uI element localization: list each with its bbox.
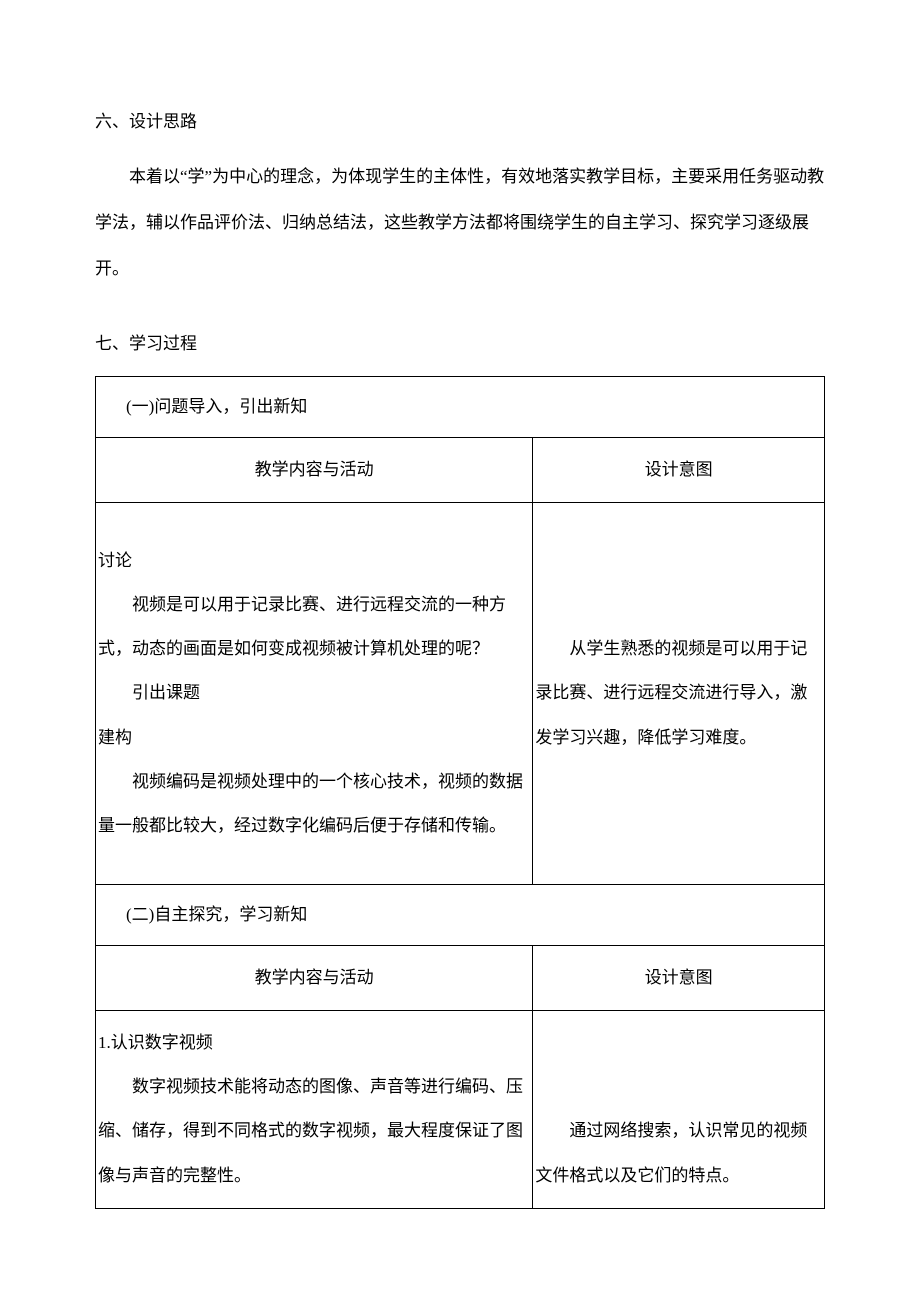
section-6-heading: 六、设计思路 xyxy=(95,100,825,144)
part1-left-line4: 建构 xyxy=(98,716,530,760)
part2-left-line1: 1.认识数字视频 xyxy=(98,1021,530,1065)
part2-header-cell: (二)自主探究，学习新知 xyxy=(96,884,825,945)
table-row: (二)自主探究，学习新知 xyxy=(96,884,825,945)
part1-left-line5: 视频编码是视频处理中的一个核心技术，视频的数据量一般都比较大，经过数字化编码后便… xyxy=(98,760,530,848)
part1-right-text: 从学生熟悉的视频是可以用于记录比赛、进行远程交流进行导入，激发学习兴趣，降低学习… xyxy=(535,627,822,760)
section-6-paragraph: 本着以“学”为中心的理念，为体现学生的主体性，有效地落实教学目标，主要采用任务驱… xyxy=(95,154,825,292)
table-row: 教学内容与活动 设计意图 xyxy=(96,438,825,503)
part1-header-cell: (一)问题导入，引出新知 xyxy=(96,377,825,438)
table-row: 教学内容与活动 设计意图 xyxy=(96,945,825,1010)
part2-left-line2: 数字视频技术能将动态的图像、声音等进行编码、压缩、储存，得到不同格式的数字视频，… xyxy=(98,1065,530,1198)
part2-header-text: (二)自主探究，学习新知 xyxy=(126,905,307,924)
part1-left-line1: 讨论 xyxy=(98,539,530,583)
table-row: 讨论 视频是可以用于记录比赛、进行远程交流的一种方式，动态的画面是如何变成视频被… xyxy=(96,503,825,884)
section-7-heading: 七、学习过程 xyxy=(95,322,825,366)
part2-right-cell: 通过网络搜索，认识常见的视频文件格式以及它们的特点。 xyxy=(533,1011,825,1209)
column-header-left-2: 教学内容与活动 xyxy=(96,945,533,1010)
part1-left-line3: 引出课题 xyxy=(98,671,530,715)
part1-left-line2: 视频是可以用于记录比赛、进行远程交流的一种方式，动态的画面是如何变成视频被计算机… xyxy=(98,583,530,671)
column-header-right: 设计意图 xyxy=(533,438,825,503)
table-row: (一)问题导入，引出新知 xyxy=(96,377,825,438)
column-header-left: 教学内容与活动 xyxy=(96,438,533,503)
column-header-right-2: 设计意图 xyxy=(533,945,825,1010)
part1-left-cell: 讨论 视频是可以用于记录比赛、进行远程交流的一种方式，动态的画面是如何变成视频被… xyxy=(96,503,533,884)
part2-right-text: 通过网络搜索，认识常见的视频文件格式以及它们的特点。 xyxy=(535,1109,822,1197)
part1-right-cell: 从学生熟悉的视频是可以用于记录比赛、进行远程交流进行导入，激发学习兴趣，降低学习… xyxy=(533,503,825,884)
table-row: 1.认识数字视频 数字视频技术能将动态的图像、声音等进行编码、压缩、储存，得到不… xyxy=(96,1011,825,1209)
part1-header-text: (一)问题导入，引出新知 xyxy=(126,397,307,416)
part2-left-cell: 1.认识数字视频 数字视频技术能将动态的图像、声音等进行编码、压缩、储存，得到不… xyxy=(96,1011,533,1209)
learning-process-table: (一)问题导入，引出新知 教学内容与活动 设计意图 讨论 视频是可以用于记录比赛… xyxy=(95,376,825,1209)
